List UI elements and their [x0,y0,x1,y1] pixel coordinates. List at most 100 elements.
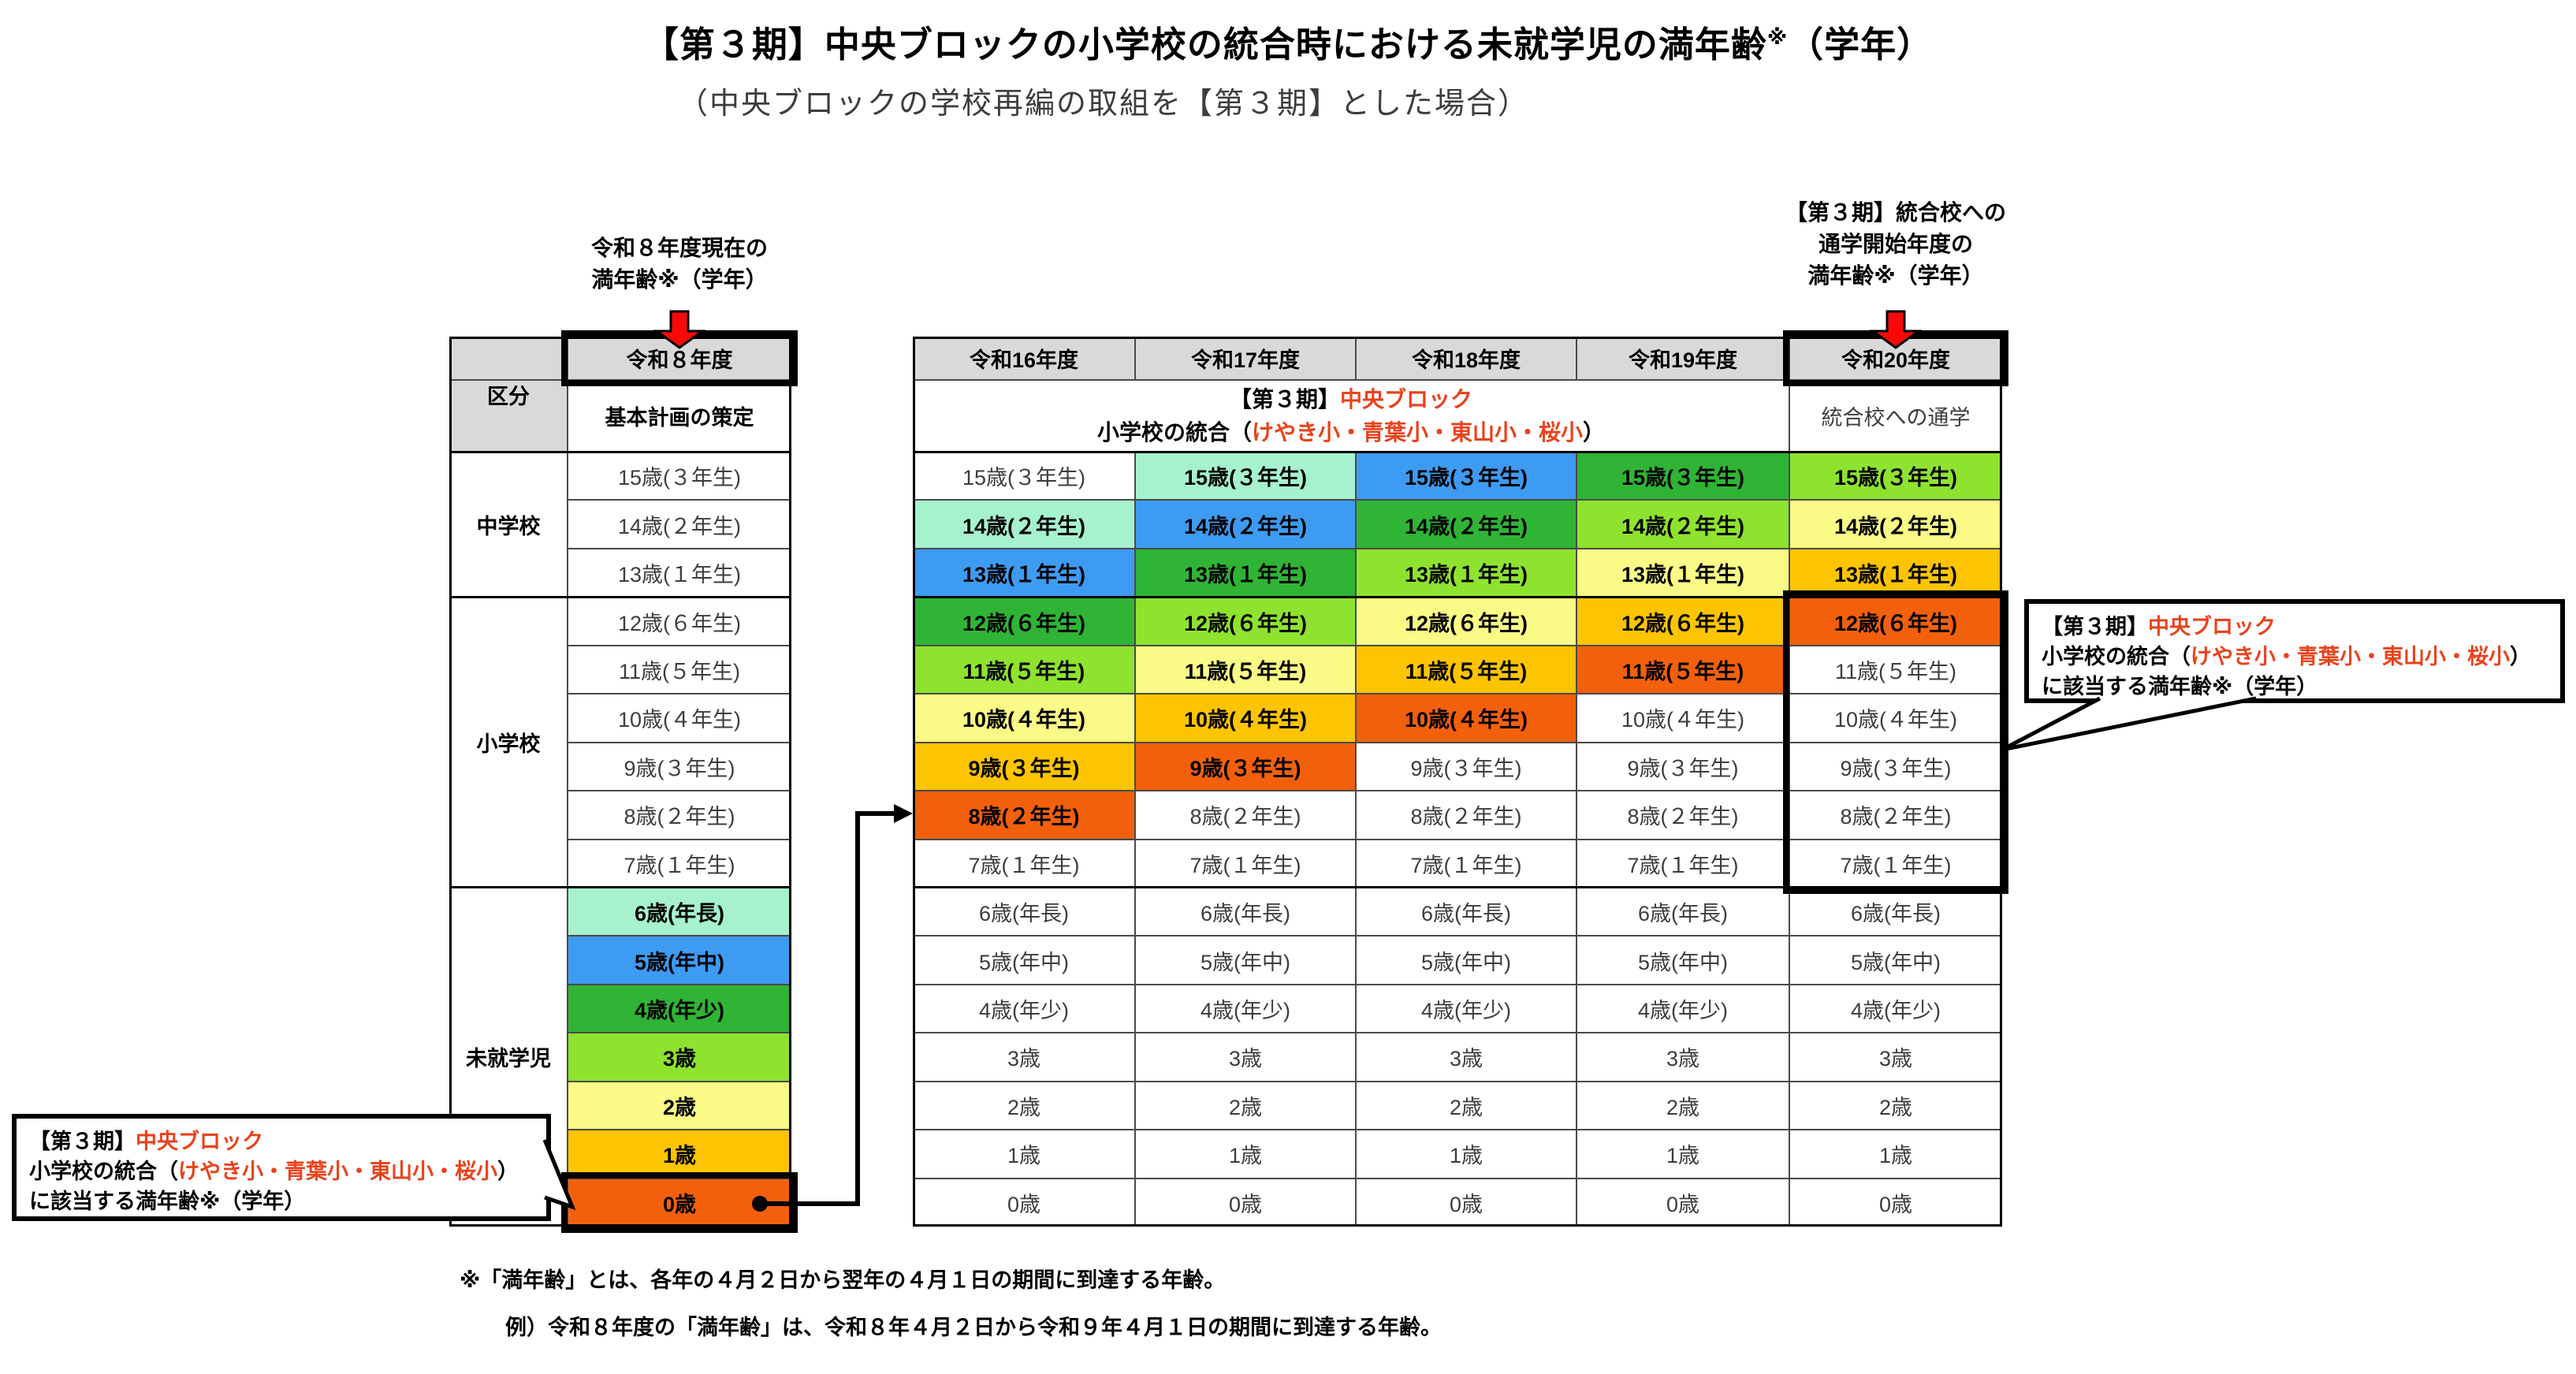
main-table-row-divider [913,741,2002,743]
callout-right-line1: 【第３期】中央ブロック [2042,612,2548,642]
main-table-row-divider [913,693,2002,695]
left-table-row-divider [568,1177,791,1179]
main-table-age-cell: 9歳(３年生) [913,742,1135,791]
text-segment: に該当する満年齢※（学年） [2042,675,2318,698]
main-table-merged-header: 【第３期】中央ブロック 小学校の統合（けやき小・青葉小・東山小・桜小） [913,380,1789,452]
main-table-age-cell: 8歳(２年生) [1789,791,2002,840]
main-table-year-header-0: 令和16年度 [913,337,1135,380]
red-text-segment: 中央ブロック [2148,615,2276,639]
left-table-age-cell: 15歳(３年生) [568,452,791,501]
main-table-age-cell: 0歳 [1789,1178,2002,1227]
left-table-row-divider [568,1129,791,1131]
main-table-age-cell: 5歳(年中) [913,936,1135,985]
text-segment: ） [2510,645,2531,668]
callout-left-line3: に該当する満年齢※（学年） [29,1186,534,1216]
left-table-age-cell: 11歳(５年生) [568,645,791,694]
left-table-age-cell: 3歳 [568,1033,791,1082]
annotation-commute-start-line2: 通学開始年度の [1818,232,1973,256]
left-table-row-divider [568,790,791,792]
main-table-age-cell: 6歳(年長) [1576,887,1789,936]
callout-left-line2: 小学校の統合（けやき小・青葉小・東山小・桜小） [29,1156,534,1186]
callout-right-consolidation: 【第３期】中央ブロック 小学校の統合（けやき小・青葉小・東山小・桜小） に該当する満… [2024,599,2565,703]
main-table-age-cell: 10歳(４年生) [1789,694,2002,743]
main-table-age-cell: 11歳(５年生) [1356,645,1576,694]
main-table-age-cell: 2歳 [1135,1081,1356,1130]
left-table-row-divider [568,693,791,695]
main-table-age-cell: 4歳(年少) [1135,984,1356,1033]
left-table-row-divider [568,499,791,501]
left-table-age-cell: 0歳 [568,1178,791,1227]
main-table-age-cell: 11歳(５年生) [1135,645,1356,694]
main-table-age-cell: 2歳 [1576,1081,1789,1130]
main-table-age-cell: 1歳 [913,1130,1135,1179]
main-table-age-cell: 13歳(１年生) [1789,548,2002,598]
main-table-age-cell: 13歳(１年生) [1576,548,1789,598]
main-table-age-cell: 0歳 [1135,1178,1356,1227]
merged-header-line1: 【第３期】中央ブロック [1230,383,1472,416]
red-text-segment: 中央ブロック [1340,386,1473,411]
left-table-age-cell: 10歳(４年生) [568,694,791,743]
main-table-row-divider [913,1177,2002,1179]
left-table-age-cell: 7歳(１年生) [568,839,791,888]
main-table-age-cell: 6歳(年長) [913,887,1135,936]
text-segment: に該当する満年齢※（学年） [29,1190,306,1213]
merged-header-line2: 小学校の統合（けやき小・青葉小・東山小・桜小） [1097,416,1605,449]
main-table-age-cell: 3歳 [913,1033,1135,1082]
left-table-header-divider [449,379,791,381]
left-table-age-cell: 6歳(年長) [568,887,791,936]
annotation-current-age-line2: 満年齢※（学年） [591,267,768,292]
annotation-current-age: 令和８年度現在の 満年齢※（学年） [522,233,837,296]
main-table-age-cell: 8歳(２年生) [913,791,1135,840]
main-table-age-cell: 13歳(１年生) [913,548,1135,598]
text-segment: 【第３期】 [1229,386,1340,411]
main-table-age-cell: 15歳(３年生) [1135,452,1356,501]
main-table-age-cell: 13歳(１年生) [1135,548,1356,598]
main-table-row-divider [913,1129,2002,1131]
red-text-segment: けやき小・青葉小・東山小・桜小 [178,1160,497,1183]
left-table-col-divider [567,337,568,1227]
annotation-commute-start-line3: 満年齢※（学年） [1807,263,1984,288]
main-table-age-cell: 3歳 [1356,1033,1576,1082]
main-table-age-cell: 1歳 [1576,1130,1789,1179]
main-table-age-cell: 15歳(３年生) [1576,452,1789,501]
main-table-col-divider [1355,337,1357,380]
main-table-age-cell: 8歳(２年生) [1356,791,1576,840]
main-table-age-cell: 10歳(４年生) [1356,694,1576,743]
main-table-age-cell: 6歳(年長) [1789,887,2002,936]
main-table-age-cell: 9歳(３年生) [1576,742,1789,791]
red-text-segment: けやき小・青葉小・東山小・桜小 [1251,419,1583,445]
footnote-definition: ※「満年齢」とは、各年の４月２日から翌年の４月１日の期間に到達する年齢。 [460,1268,1226,1292]
left-table-row-divider [568,1080,791,1082]
footnote-example: 例）令和８年度の「満年齢」は、令和８年４月２日から令和９年４月１日の期間に到達す… [505,1316,1442,1339]
left-table-corner-kubun: 区分 [449,337,568,452]
main-table-age-cell: 0歳 [1576,1178,1789,1227]
main-table-age-cell: 7歳(１年生) [1135,839,1356,888]
page-title-note-mark: ※ [1766,25,1789,49]
main-table-group-boundary [913,595,2002,598]
left-table-group-label-0: 中学校 [449,452,568,598]
main-table-age-cell: 0歳 [913,1178,1135,1227]
main-table-group-boundary [913,886,2002,889]
red-text-segment: けやき小・青葉小・東山小・桜小 [2191,645,2510,668]
callout-right-line3: に該当する満年齢※（学年） [2042,672,2548,702]
main-table-age-cell: 4歳(年少) [1356,984,1576,1033]
main-table-age-cell: 0歳 [1356,1178,1576,1227]
main-table-age-cell: 10歳(４年生) [1576,694,1789,743]
left-table-row-divider [568,1032,791,1034]
main-table-age-cell: 8歳(２年生) [1576,791,1789,840]
main-table-age-cell: 11歳(５年生) [1576,645,1789,694]
main-table-col-divider [1789,380,1790,452]
callout-right-line2: 小学校の統合（けやき小・青葉小・東山小・桜小） [2042,642,2548,672]
left-table-age-cell: 9歳(３年生) [568,742,791,791]
main-table-row-divider [913,499,2002,501]
left-table-age-cell: 1歳 [568,1130,791,1179]
main-table-col-divider [1789,337,1790,380]
main-table-age-cell: 11歳(５年生) [1789,645,2002,694]
left-table-row-divider [568,547,791,549]
text-segment: ） [497,1160,519,1183]
page-title-main: 【第３期】中央ブロックの小学校の統合時における未就学児の満年齢 [642,24,1767,65]
main-table-row-divider [913,547,2002,549]
main-table-age-cell: 1歳 [1356,1130,1576,1179]
